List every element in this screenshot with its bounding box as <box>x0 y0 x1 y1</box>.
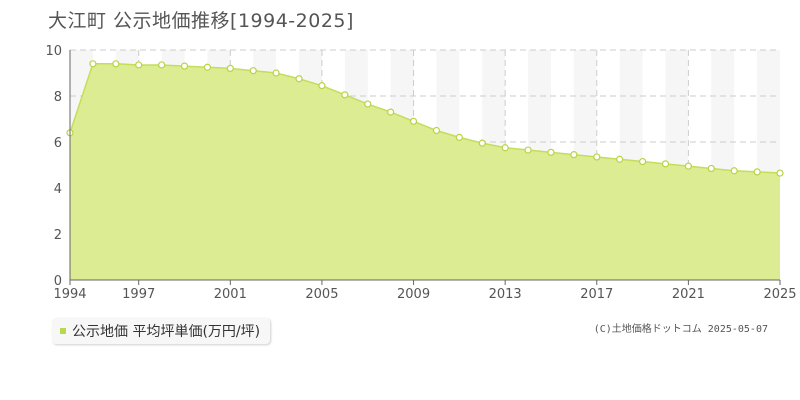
y-tick-labels: 0 2 4 6 8 10 <box>45 44 62 289</box>
data-point <box>730 167 738 175</box>
data-point <box>135 61 143 69</box>
data-point <box>203 63 212 71</box>
x-tick-label: 2017 <box>580 287 613 302</box>
axes <box>69 50 781 285</box>
data-point <box>409 117 418 125</box>
y-tick-label: 4 <box>54 182 62 197</box>
data-point <box>661 160 670 168</box>
data-point <box>249 67 257 75</box>
legend-label: 公示地価 平均坪単価(万円/坪) <box>72 324 261 340</box>
legend: 公示地価 平均坪単価(万円/坪) <box>52 318 271 344</box>
data-point <box>387 108 395 116</box>
y-tick-label: 0 <box>54 274 62 289</box>
data-point <box>272 69 280 77</box>
area-series <box>66 60 784 280</box>
data-point <box>180 62 189 70</box>
data-point <box>158 61 166 69</box>
y-tick-label: 6 <box>54 136 62 151</box>
data-point <box>638 157 647 166</box>
data-point <box>226 64 234 73</box>
data-point <box>707 164 715 173</box>
data-point <box>432 126 441 135</box>
x-tick-label: 1997 <box>122 287 155 302</box>
series-line <box>69 63 781 174</box>
data-point <box>112 60 120 68</box>
area-fill <box>70 63 780 280</box>
source-credit: (C)土地価格ドットコム 2025-05-07 <box>593 324 768 335</box>
data-point <box>524 146 532 154</box>
data-point <box>89 60 97 68</box>
data-point <box>501 144 509 152</box>
y-tick-label: 10 <box>45 44 62 59</box>
data-point <box>341 91 349 99</box>
data-point <box>684 162 692 170</box>
x-tick-label: 1994 <box>53 287 86 302</box>
data-point <box>364 100 372 108</box>
y-tick-label: 8 <box>54 90 62 105</box>
data-point <box>478 139 486 147</box>
data-point <box>570 151 578 159</box>
x-tick-label: 2009 <box>397 287 430 302</box>
data-point <box>753 168 761 176</box>
data-point <box>318 82 326 90</box>
data-point <box>455 133 463 141</box>
data-point <box>547 148 555 156</box>
data-point <box>295 75 303 83</box>
x-tick-labels: 1994 1997 2001 2005 2009 2013 2017 2021 2025 <box>53 287 796 302</box>
data-point <box>776 169 784 177</box>
y-tick-label: 2 <box>54 228 62 243</box>
data-point <box>616 155 624 163</box>
x-tick-label: 2001 <box>214 287 247 302</box>
chart-title: 大江町 公示地価推移[1994-2025] <box>48 10 354 32</box>
x-tick-label: 2013 <box>489 287 522 302</box>
x-tick-label: 2021 <box>672 287 705 302</box>
x-tick-label: 2025 <box>763 287 796 302</box>
data-point <box>593 153 601 161</box>
legend-swatch <box>60 328 66 334</box>
x-tick-label: 2005 <box>305 287 338 302</box>
